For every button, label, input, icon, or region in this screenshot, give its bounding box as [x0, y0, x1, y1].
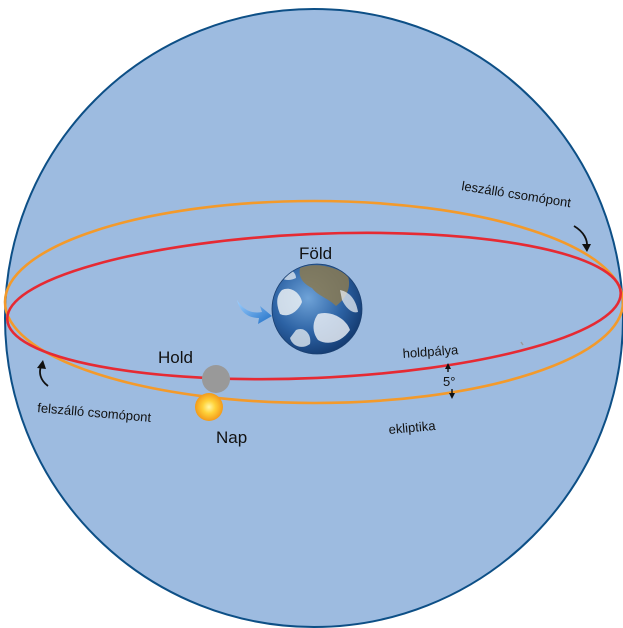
inclination-label: 5° [443, 374, 455, 389]
moon-label: Hold [158, 348, 193, 367]
descending-node-arrow-icon [573, 225, 591, 252]
sun-label: Nap [216, 428, 247, 447]
sun-body [195, 393, 223, 421]
rotation-arrow-icon [237, 300, 272, 324]
ascending-node-arrow-icon [37, 360, 49, 387]
moon-orbit [5, 231, 623, 381]
moon-body [202, 365, 230, 393]
ecliptic-label: ekliptika [388, 418, 437, 437]
moon-orbit-label: holdpálya [402, 342, 459, 361]
earth-label: Föld [299, 244, 332, 263]
inclination-marker [445, 363, 455, 399]
ecliptic-orbit [3, 199, 623, 405]
orbit-tick [520, 341, 524, 346]
earth-globe [271, 263, 363, 355]
